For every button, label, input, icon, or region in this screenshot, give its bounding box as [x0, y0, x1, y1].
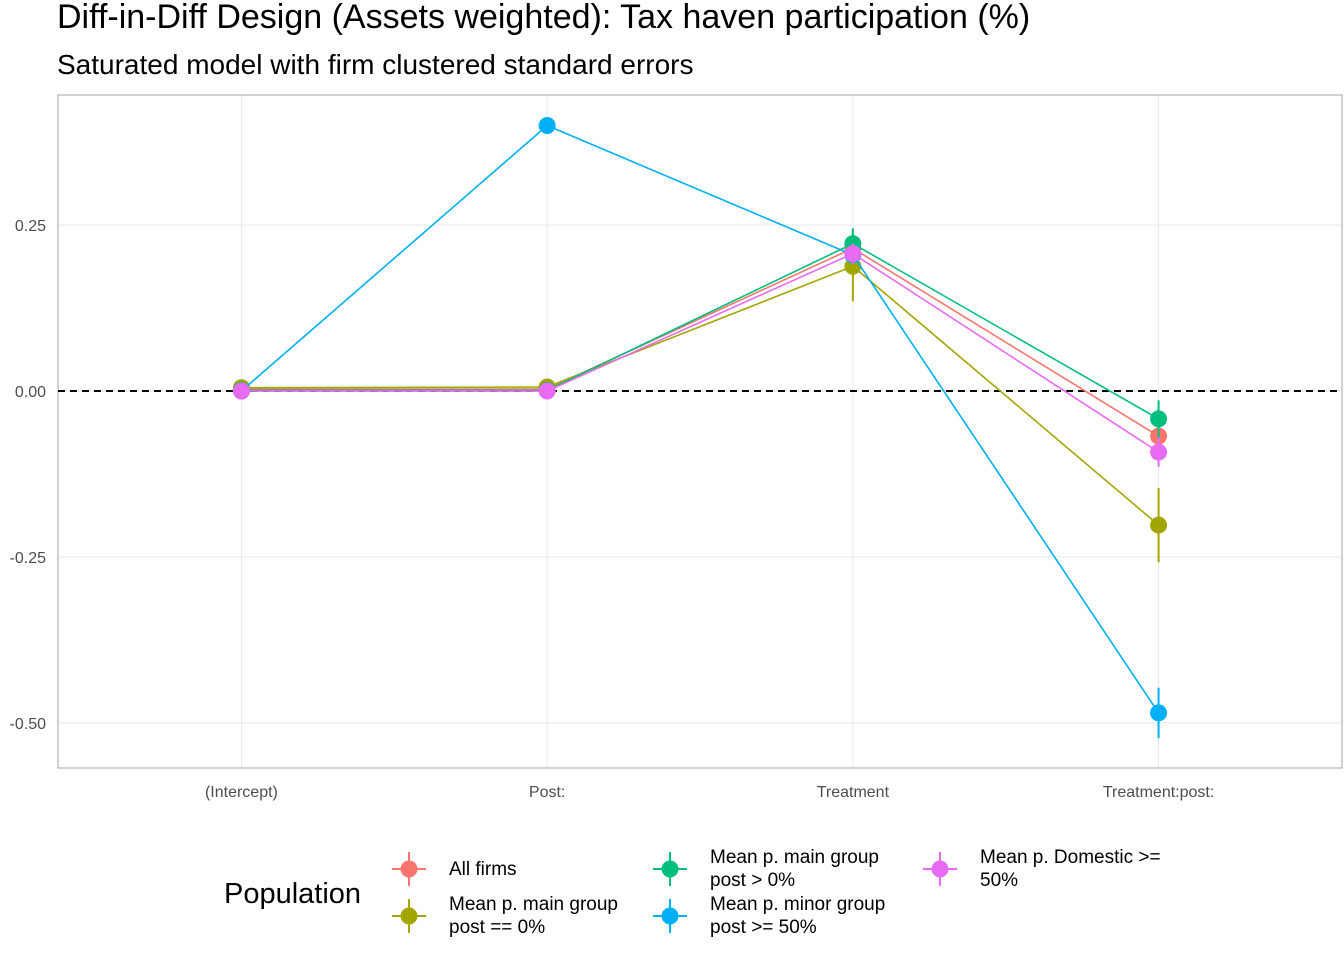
series-line — [241, 252, 1160, 453]
legend-label: Mean p. main group post == 0% — [449, 894, 618, 938]
point — [538, 117, 556, 135]
series-line — [241, 247, 1159, 437]
x-tick-label: (Intercept) — [205, 784, 278, 801]
point — [232, 382, 250, 400]
y-tick-label: -0.25 — [10, 550, 47, 567]
legend-key — [661, 907, 679, 925]
point — [1150, 516, 1168, 534]
point — [1150, 443, 1168, 461]
legend-key — [931, 860, 949, 878]
series-line — [241, 265, 1160, 526]
legend-key — [400, 860, 418, 878]
y-tick-label: 0.25 — [15, 218, 46, 235]
point — [844, 245, 862, 263]
x-tick-label: Treatment — [817, 784, 890, 801]
x-tick-label: Treatment:post: — [1103, 784, 1214, 801]
point — [1150, 410, 1168, 428]
legend-title: Population — [224, 878, 361, 910]
legend-label: Mean p. minor group post >= 50% — [710, 894, 886, 938]
point — [1150, 704, 1168, 722]
x-tick-label: Post: — [529, 784, 565, 801]
legend-key — [661, 860, 679, 878]
chart-subtitle: Saturated model with firm clustered stan… — [57, 49, 694, 80]
y-tick-label: -0.50 — [10, 716, 47, 733]
legend-key — [400, 907, 418, 925]
panel-border — [57, 94, 1343, 769]
legend-label: All firms — [449, 858, 517, 880]
chart-title: Diff-in-Diff Design (Assets weighted): T… — [57, 0, 1030, 36]
legend-label: Mean p. Domestic >= 50% — [980, 847, 1161, 891]
series-line — [240, 124, 1160, 714]
point — [538, 382, 556, 400]
series-line — [241, 242, 1159, 420]
legend-label: Mean p. main group post > 0% — [710, 847, 879, 891]
y-tick-label: 0.00 — [15, 384, 46, 401]
